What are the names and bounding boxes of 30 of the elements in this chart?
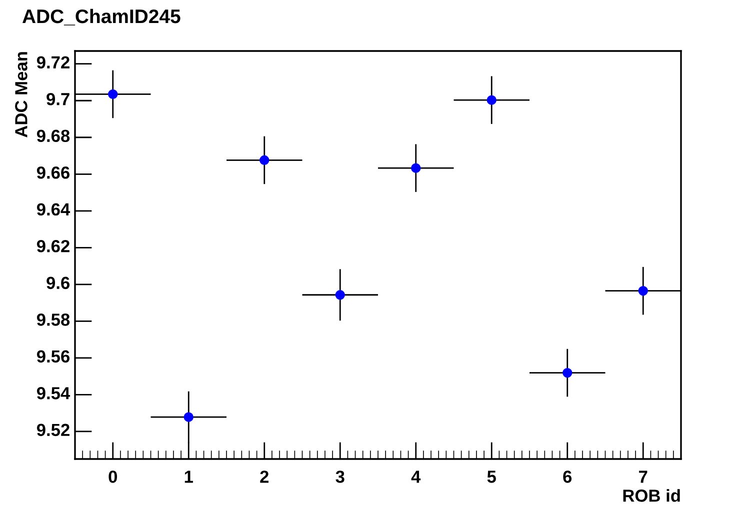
point [260,155,270,166]
y-tick-label: 9.7 [46,92,70,106]
y-tick-label: 9.6 [46,276,70,290]
y-axis-title: ADC Mean [15,52,28,138]
y-tick-label: 9.68 [36,130,70,142]
x-tick-label: 4 [411,470,421,483]
y-tick-label: 9.56 [36,350,70,363]
point [562,368,572,378]
chart-title: ADC_ChamID245 [22,8,180,26]
y-tick-label: 9.62 [36,240,70,252]
y-tick-label: 9.66 [36,166,70,179]
x-tick-label: 2 [260,470,269,483]
point [335,290,345,300]
x-axis-title: ROB id [623,489,680,502]
point [486,95,496,105]
x-tick-label: 6 [563,470,572,483]
y-tick-label: 9.72 [36,56,70,69]
y-tick-label: 9.54 [36,387,70,400]
y-tick-label: 9.58 [36,314,70,326]
x-tick-label: 0 [108,470,117,483]
x-tick-label: 1 [184,470,193,483]
point [184,412,194,422]
point [411,163,421,173]
y-tick-label: 9.52 [36,424,70,436]
x-tick-label: 5 [487,470,496,483]
y-tick-label: 9.64 [36,203,70,216]
x-tick-label: 3 [336,470,344,483]
x-tick-label: 7 [639,470,648,483]
point [638,286,648,296]
point [108,89,118,100]
